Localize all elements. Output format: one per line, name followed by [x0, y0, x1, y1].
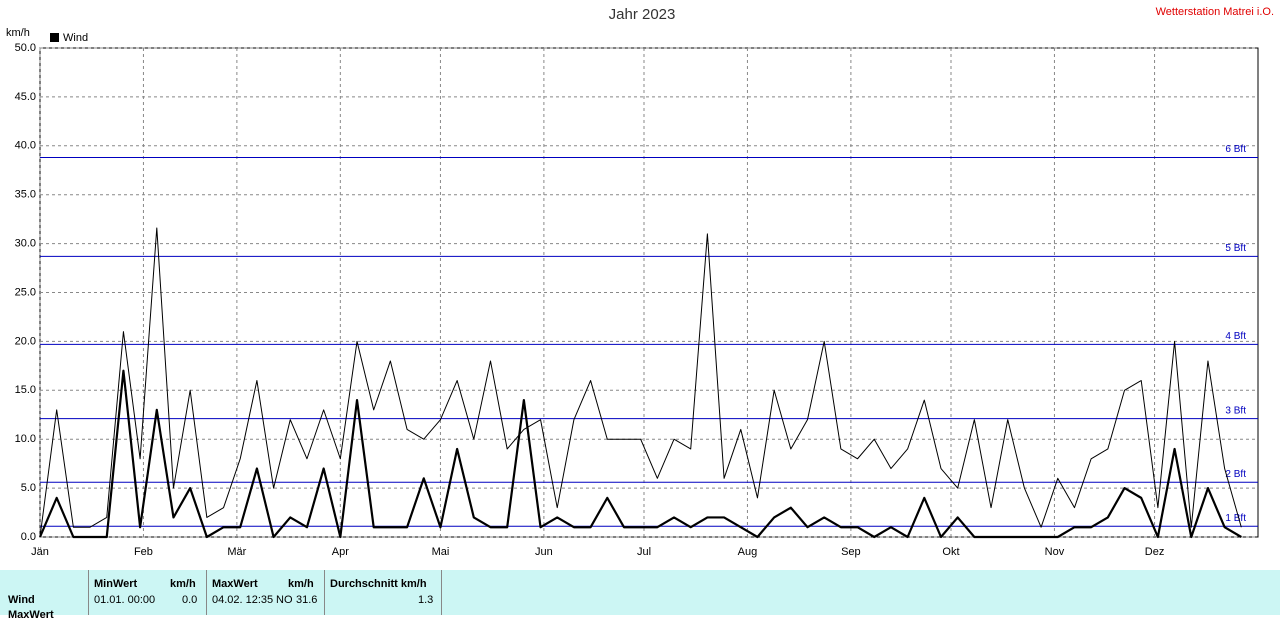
header-unit: km/h — [170, 578, 196, 590]
separator — [441, 570, 442, 615]
min-value: 0.0 — [182, 594, 198, 606]
bft-label: 2 Bft — [1225, 469, 1246, 480]
min-time: 01.01. 00:00 — [94, 594, 156, 606]
y-tick-label: 20.0 — [15, 335, 36, 347]
header: MaxWert — [212, 578, 258, 590]
separator — [88, 570, 89, 615]
header: MinWert — [94, 578, 138, 590]
y-tick-label: 50.0 — [15, 42, 36, 54]
x-tick-label: Sep — [841, 546, 861, 558]
y-tick-label: 45.0 — [15, 91, 36, 103]
legend-swatch — [50, 33, 59, 42]
avg-value: 1.3 — [418, 594, 434, 606]
legend-label: Wind — [63, 32, 88, 44]
x-tick-label: Apr — [332, 546, 349, 558]
header: Durchschnitt km/h — [330, 578, 427, 590]
x-tick-label: Mai — [432, 546, 450, 558]
chart: Jahr 2023 Wetterstation Matrei i.O. km/h… — [6, 6, 1274, 558]
row-label: Wind — [8, 594, 35, 606]
row-label: MaxWert — [8, 609, 54, 621]
x-tick-label: Jul — [637, 546, 651, 558]
bft-label: 4 Bft — [1225, 331, 1246, 342]
y-tick-label: 35.0 — [15, 189, 36, 201]
y-axis-label: km/h — [6, 27, 30, 39]
station-name: Wetterstation Matrei i.O. — [1156, 6, 1274, 18]
x-tick-label: Nov — [1045, 546, 1065, 558]
chart-title: Jahr 2023 — [609, 6, 676, 23]
separator — [206, 570, 207, 615]
x-tick-label: Aug — [738, 546, 758, 558]
series-line — [38, 369, 1242, 539]
y-tick-label: 25.0 — [15, 286, 36, 298]
x-tick-label: Okt — [942, 546, 959, 558]
bft-label: 3 Bft — [1225, 405, 1246, 416]
y-tick-label: 0.0 — [21, 531, 36, 543]
series-line — [39, 227, 1242, 538]
y-tick-label: 30.0 — [15, 238, 36, 250]
x-tick-label: Dez — [1145, 546, 1165, 558]
bft-label: 6 Bft — [1225, 144, 1246, 155]
x-tick-label: Jun — [535, 546, 553, 558]
y-tick-label: 10.0 — [15, 433, 36, 445]
x-tick-label: Jän — [31, 546, 49, 558]
y-tick-label: 15.0 — [15, 384, 36, 396]
y-tick-label: 5.0 — [21, 482, 36, 494]
x-tick-label: Feb — [134, 546, 153, 558]
bft-label: 1 Bft — [1225, 513, 1246, 524]
max-dir: NO — [276, 594, 293, 606]
max-time: 04.02. 12:35 — [212, 594, 274, 606]
max-value: 31.6 — [296, 594, 318, 606]
bft-label: 5 Bft — [1225, 243, 1246, 254]
y-tick-label: 40.0 — [15, 140, 36, 152]
header-unit: km/h — [288, 578, 314, 590]
x-tick-label: Mär — [227, 546, 246, 558]
stats-table: Wind MaxWert MinWert km/h 01.01. 00:00 0… — [0, 570, 1280, 621]
separator — [324, 570, 325, 615]
